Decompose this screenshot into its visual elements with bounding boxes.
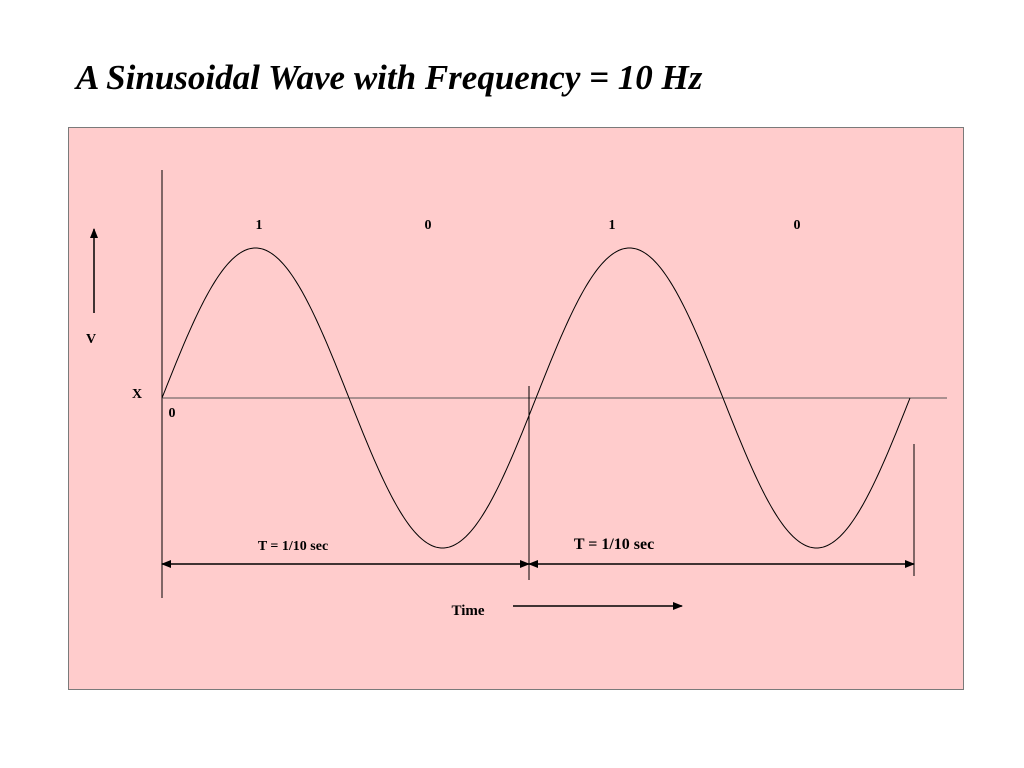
bit-label-1: 1 — [256, 218, 263, 233]
sine-wave-diagram: V X 0 1 0 1 0 T = 1/10 sec T = 1/10 sec … — [86, 170, 947, 619]
time-label: Time — [451, 603, 484, 619]
slide-title: A Sinusoidal Wave with Frequency = 10 Hz — [76, 58, 703, 97]
origin-label: 0 — [169, 406, 176, 421]
x-label: X — [132, 387, 142, 402]
v-label: V — [86, 332, 96, 347]
period-label-2: T = 1/10 sec — [574, 536, 654, 553]
sine-wave-curve — [161, 247, 911, 549]
diagram-panel: V X 0 1 0 1 0 T = 1/10 sec T = 1/10 sec … — [68, 127, 964, 690]
bit-label-3: 1 — [609, 218, 616, 233]
period-label-1: T = 1/10 sec — [258, 539, 328, 554]
bit-label-4: 0 — [794, 218, 801, 233]
bit-label-2: 0 — [425, 218, 432, 233]
